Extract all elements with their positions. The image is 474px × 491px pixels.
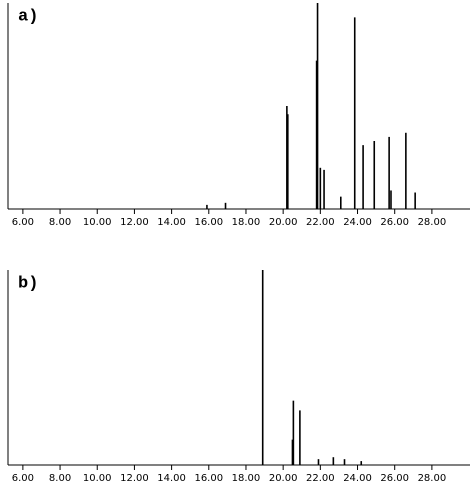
x-tick-label: 24.00 — [343, 473, 372, 484]
x-tick-label: 22.00 — [306, 217, 335, 228]
x-tick-label: 12.00 — [120, 217, 149, 228]
x-tick-label: 14.00 — [157, 217, 186, 228]
x-tick-label: 18.00 — [232, 217, 261, 228]
x-tick-label: 24.00 — [343, 217, 372, 228]
x-tick-label: 16.00 — [194, 217, 223, 228]
x-tick-label: 10.00 — [83, 473, 112, 484]
x-tick-label: 28.00 — [418, 217, 447, 228]
panel-label: a) — [18, 7, 38, 26]
x-tick-label: 28.00 — [418, 473, 447, 484]
x-tick-label: 26.00 — [380, 473, 409, 484]
x-tick-label: 20.00 — [269, 217, 298, 228]
x-tick-label: 8.00 — [49, 217, 71, 228]
x-tick-label: 22.00 — [306, 473, 335, 484]
x-tick-label: 12.00 — [120, 473, 149, 484]
x-tick-label: 10.00 — [83, 217, 112, 228]
panel-label: b) — [18, 274, 38, 293]
x-tick-label: 14.00 — [157, 473, 186, 484]
x-tick-label: 26.00 — [380, 217, 409, 228]
x-tick-label: 18.00 — [232, 473, 261, 484]
x-tick-label: 8.00 — [49, 473, 71, 484]
x-tick-label: 20.00 — [269, 473, 298, 484]
x-tick-label: 6.00 — [12, 217, 34, 228]
x-tick-label: 6.00 — [12, 473, 34, 484]
x-tick-label: 16.00 — [194, 473, 223, 484]
